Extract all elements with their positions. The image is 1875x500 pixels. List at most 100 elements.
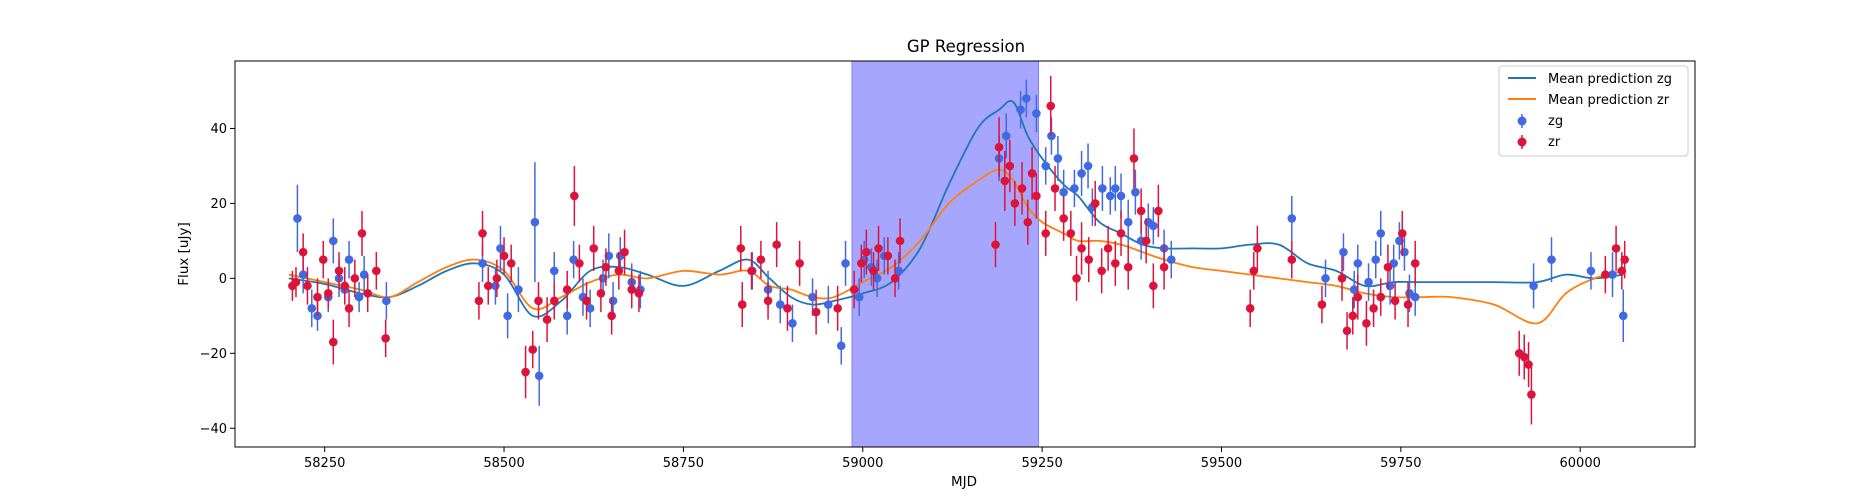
data-point-zg	[1529, 281, 1538, 291]
data-point-zr	[795, 259, 804, 268]
data-point-zg	[1053, 154, 1063, 163]
data-point-zr	[596, 289, 606, 298]
legend-box	[1498, 65, 1689, 157]
data-point-zr	[833, 304, 842, 313]
data-point-zr	[1287, 255, 1297, 264]
data-point-zr	[601, 262, 611, 272]
data-point-zr	[1046, 101, 1056, 111]
data-point-zr	[1369, 304, 1378, 313]
data-point-zr	[763, 296, 773, 306]
legend-marker-zg-point	[1517, 116, 1527, 126]
data-point-zg	[1111, 184, 1120, 193]
data-point-zr	[614, 266, 624, 276]
data-point-zg	[1287, 214, 1297, 223]
data-point-zg	[1376, 229, 1386, 238]
x-axis-label: MJD	[951, 474, 977, 490]
data-point-zg	[1077, 169, 1086, 178]
plot-area	[288, 60, 1629, 448]
data-point-zg	[359, 270, 369, 279]
data-point-zg	[1166, 255, 1176, 264]
data-point-zr	[1103, 244, 1113, 253]
data-point-zr	[570, 191, 579, 201]
data-point-zr	[534, 296, 543, 306]
data-point-zr	[849, 285, 859, 294]
data-point-zr	[895, 236, 905, 246]
data-point-zg	[1586, 266, 1596, 276]
data-point-zr	[1041, 229, 1051, 238]
data-point-zr	[747, 266, 756, 276]
data-point-zr	[1116, 229, 1126, 238]
data-point-zr	[575, 259, 584, 268]
data-point-zr	[869, 266, 878, 276]
legend-label-zg-line: Mean prediction zg	[1548, 72, 1672, 87]
data-point-zg	[293, 214, 302, 223]
data-point-zr	[1245, 304, 1255, 313]
data-point-zg	[562, 311, 572, 321]
data-point-zr	[883, 251, 893, 261]
data-point-zr	[1362, 319, 1371, 328]
data-point-zg	[1410, 292, 1420, 302]
data-point-zg	[1149, 221, 1158, 231]
data-point-zr	[991, 240, 1000, 249]
data-point-zg	[496, 244, 505, 253]
legend-label-zr: zr	[1548, 135, 1561, 150]
data-point-zg	[1364, 277, 1373, 287]
x-tick-label: 59750	[1380, 456, 1421, 471]
y-tick-label: 0	[219, 272, 227, 287]
data-point-zr	[1317, 300, 1327, 309]
y-axis-label: Flux [uJy]	[176, 222, 192, 285]
data-point-zg	[1349, 285, 1359, 294]
data-point-zg	[894, 266, 903, 276]
plot-frame	[234, 60, 1696, 448]
data-point-zr	[1032, 191, 1041, 201]
data-point-zr	[1059, 214, 1068, 223]
x-tick-label: 58250	[304, 456, 345, 471]
data-point-zr	[607, 311, 616, 321]
data-point-zr	[1023, 217, 1033, 227]
data-point-zr	[528, 345, 538, 354]
data-point-zg	[1070, 184, 1079, 193]
data-point-zg	[1353, 259, 1363, 268]
data-point-zr	[1601, 270, 1610, 279]
data-point-zg	[1400, 247, 1409, 257]
data-point-zr	[1519, 352, 1529, 362]
y-tick-label: −40	[200, 422, 227, 437]
data-point-zr	[492, 274, 502, 283]
data-point-zr	[890, 274, 900, 283]
data-point-zr	[857, 259, 866, 268]
data-point-zg	[478, 259, 487, 268]
data-point-zg	[1131, 187, 1140, 197]
x-tick-label: 58750	[663, 456, 704, 471]
data-point-zg	[307, 304, 317, 313]
data-point-zr	[363, 289, 373, 298]
data-point-zr	[334, 266, 344, 276]
data-point-zr	[1611, 244, 1621, 253]
data-point-zr	[1111, 259, 1120, 268]
data-point-zg	[808, 292, 817, 302]
data-point-zr	[1027, 169, 1037, 178]
data-point-zg	[1608, 270, 1617, 279]
data-point-zg	[328, 236, 338, 246]
data-point-zg	[298, 270, 308, 279]
y-axis: −40 −20 0 20 40	[200, 122, 235, 437]
mean-prediction-line-zr	[288, 168, 1624, 325]
data-point-zr	[1141, 236, 1151, 246]
data-point-zr	[313, 292, 322, 302]
data-point-zg	[1032, 109, 1041, 118]
data-point-zg	[354, 292, 364, 302]
data-point-zr	[318, 255, 328, 264]
data-point-zg	[1116, 191, 1126, 201]
data-point-zr	[1123, 262, 1133, 272]
data-point-zr	[474, 296, 484, 306]
data-point-zr	[1090, 199, 1100, 208]
data-point-zg	[1547, 255, 1556, 264]
data-point-zg	[585, 304, 595, 313]
data-point-zr	[1050, 184, 1060, 193]
data-point-zr	[1348, 311, 1358, 321]
data-point-zr	[862, 247, 871, 257]
data-point-zg	[534, 371, 544, 381]
data-point-zr	[499, 251, 509, 261]
data-point-zg	[549, 266, 559, 276]
data-point-zr	[1136, 206, 1146, 216]
data-point-zg	[608, 296, 618, 306]
